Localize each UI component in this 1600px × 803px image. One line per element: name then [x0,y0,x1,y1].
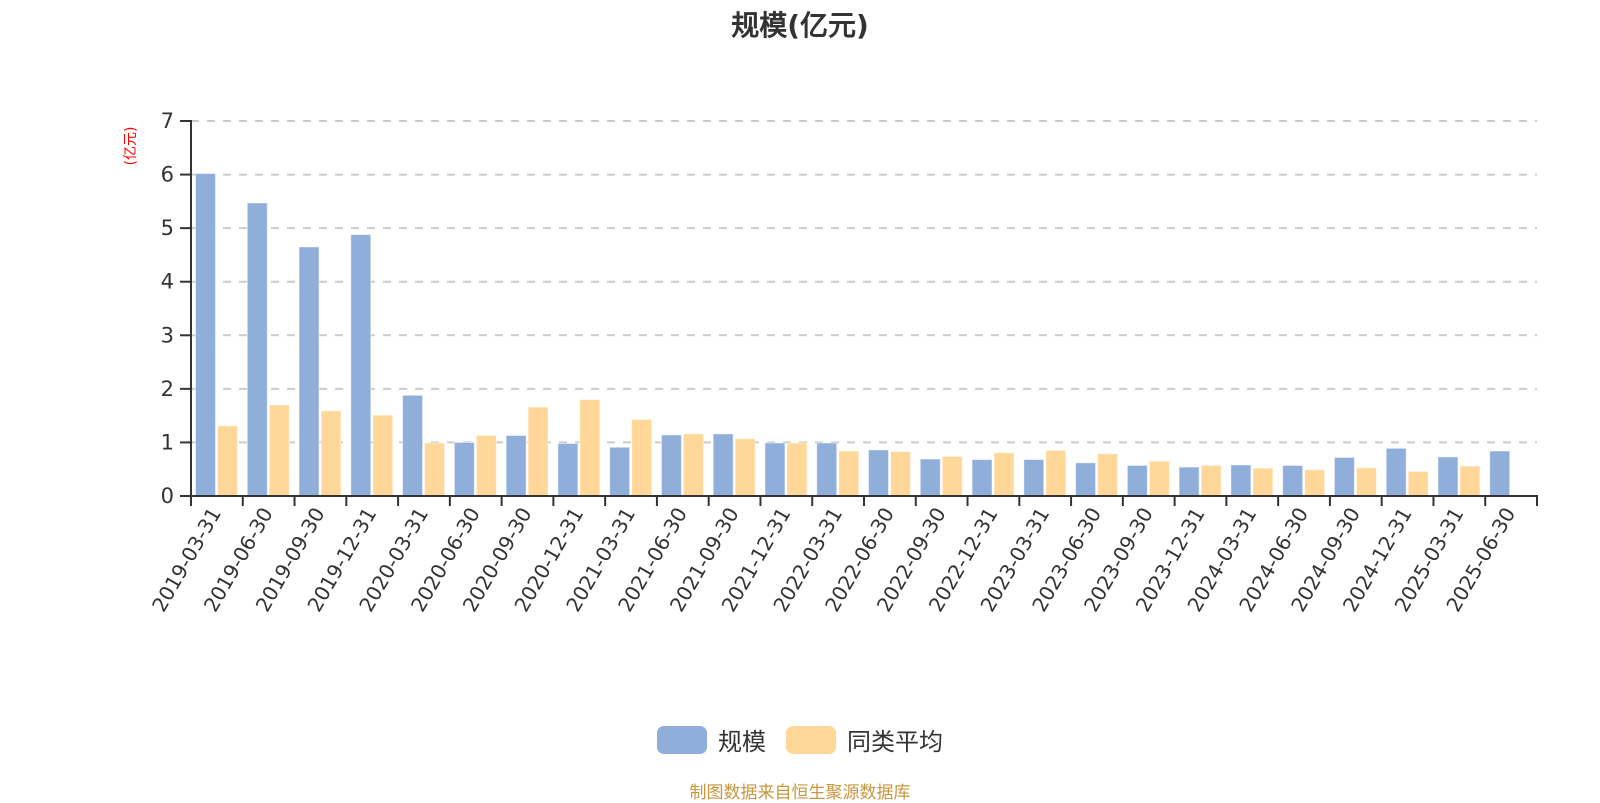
bar-peer-average[interactable] [1304,469,1326,497]
bar-peer-average[interactable] [372,414,394,497]
bar-peer-average[interactable] [268,404,290,497]
bar-peer-average[interactable] [1045,449,1067,497]
bar-scale[interactable] [453,441,475,497]
legend: 规模 同类平均 [0,722,1600,757]
bar-scale[interactable] [1126,464,1148,497]
bar-scale[interactable] [505,434,527,497]
bar-scale[interactable] [609,446,631,497]
bar-scale[interactable] [1385,447,1407,497]
y-tick-label: 7 [161,109,174,133]
bar-scale[interactable] [764,442,786,497]
y-tick-label: 2 [161,377,174,401]
y-tick-label: 5 [161,216,174,240]
bar-scale[interactable] [1282,464,1304,497]
bar-chart-plot: 0 1 2 3 4 5 6 7 2019-03-312019-06-302019-09-302… [147,109,1538,616]
bar-scale[interactable] [660,434,682,497]
bar-peer-average[interactable] [1097,453,1119,497]
y-axis-ticks: 0 1 2 3 4 5 6 7 [161,109,191,508]
bar-peer-average[interactable] [1459,465,1481,497]
bar-peer-average[interactable] [941,455,963,497]
bar-peer-average[interactable] [838,450,860,497]
bars [195,173,1511,497]
y-tick-label: 0 [161,484,174,508]
bar-scale[interactable] [816,442,838,497]
bar-scale[interactable] [1333,456,1355,497]
legend-swatch-peer-average [786,725,836,754]
bar-peer-average[interactable] [217,425,238,497]
bar-peer-average[interactable] [475,434,497,497]
bar-peer-average[interactable] [993,452,1015,497]
bar-peer-average[interactable] [579,399,601,497]
bar-peer-average[interactable] [1407,470,1429,497]
bar-scale[interactable] [1075,462,1097,497]
chart-title: 规模(亿元) [731,9,869,42]
bar-peer-average[interactable] [734,438,756,497]
bar-scale[interactable] [1178,466,1200,497]
bar-scale[interactable] [402,394,424,497]
bar-peer-average[interactable] [631,418,653,497]
bar-scale[interactable] [919,458,941,497]
bar-peer-average[interactable] [890,451,911,497]
bar-peer-average[interactable] [682,433,704,497]
bar-scale[interactable] [971,459,993,497]
y-tick-label: 1 [161,430,174,454]
bar-peer-average[interactable] [424,442,446,497]
bar-peer-average[interactable] [527,406,549,497]
bar-scale[interactable] [1437,456,1459,497]
bar-scale[interactable] [1489,450,1511,497]
gridlines [191,120,1537,444]
legend-label-peer-average: 同类平均 [847,728,943,756]
y-tick-label: 4 [161,270,174,294]
bar-scale[interactable] [298,246,320,497]
y-tick-label: 6 [161,163,174,187]
bar-scale[interactable] [557,443,579,497]
legend-item-scale[interactable]: 规模 [657,722,766,757]
data-source-footer: 制图数据来自恒生聚源数据库 [689,783,911,803]
bar-scale[interactable] [712,433,734,497]
bar-scale[interactable] [195,173,216,497]
bar-scale[interactable] [246,202,268,497]
legend-item-peer-average[interactable]: 同类平均 [786,722,943,757]
bar-peer-average[interactable] [1148,460,1170,497]
bar-scale[interactable] [350,234,372,497]
y-tick-label: 3 [161,323,174,347]
bar-scale[interactable] [1230,464,1252,497]
bar-peer-average[interactable] [786,442,808,497]
bar-peer-average[interactable] [320,410,342,497]
x-axis-ticks: 2019-03-312019-06-302019-09-302019-12-31… [147,496,1538,616]
bar-scale[interactable] [868,449,889,497]
bar-peer-average[interactable] [1200,464,1222,497]
legend-swatch-scale [657,725,707,754]
legend-label-scale: 规模 [718,728,766,756]
bar-peer-average[interactable] [1355,467,1377,497]
bar-scale[interactable] [1023,459,1045,497]
bar-peer-average[interactable] [1252,467,1274,497]
